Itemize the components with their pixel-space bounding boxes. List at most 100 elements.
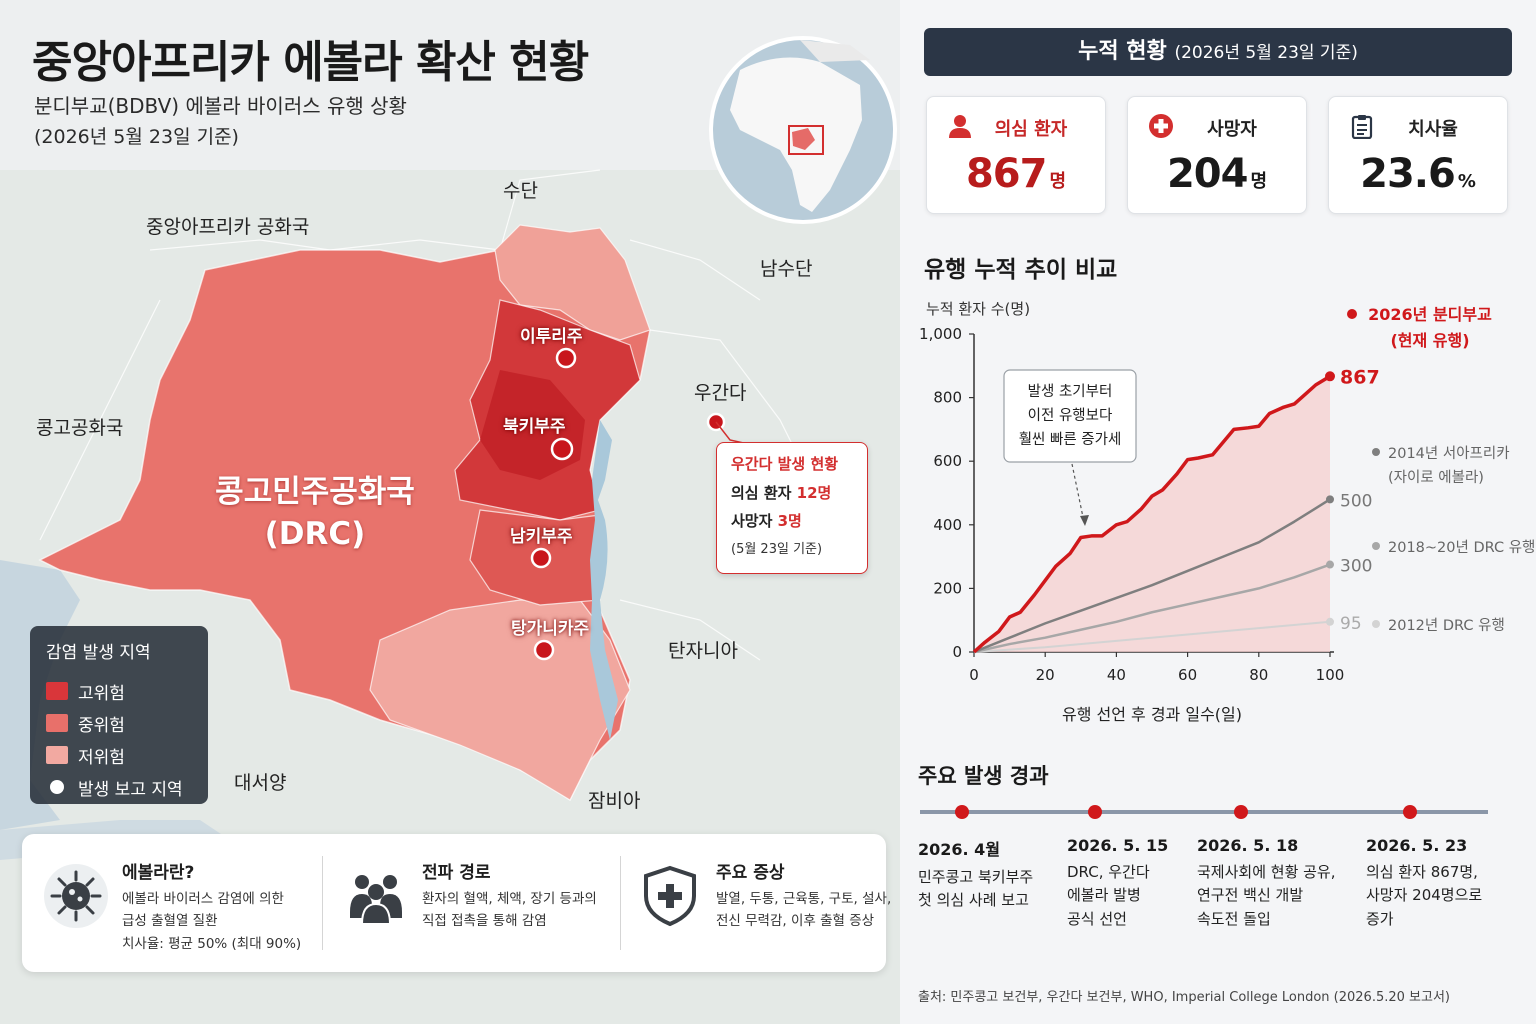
page-date: (2026년 5월 23일 기준) [34,126,239,148]
x-tick-label: 80 [1249,666,1268,684]
shield-medical-icon [644,865,696,927]
province-north-kivu: 북키부주 [503,417,566,437]
person-icon [949,115,971,138]
legend-label-series-2-sub: (자이로 에볼라) [1388,469,1484,486]
stat-suspected-unit: 명 [1049,171,1067,192]
map-legend: 감염 발생 지역 고위험 중위험 저위험 발생 보고 지역 [30,626,208,804]
info-symptoms-line1: 발열, 두통, 근육통, 구토, 설사, [716,891,892,907]
info-route-line2: 직접 접촉을 통해 감염 [422,913,547,930]
ituri-dot[interactable] [555,347,577,369]
legend-label-series-1-sub: (현재 유행) [1390,331,1469,350]
x-tick-label: 60 [1178,666,1197,684]
legend-dot-reported [50,780,64,794]
info-what-ebola: 에볼라란? 에볼라 바이러스 감염에 의한 급성 출혈열 질환 치사율: 평균 … [42,852,322,954]
legend-label-series-3: 2018~20년 DRC 유행 [1388,539,1535,556]
info-symptoms-text: 발열, 두통, 근육통, 구토, 설사, 전신 무력감, 이후 출혈 증상 [716,888,891,933]
label-sudan: 수단 [503,180,538,202]
uganda-deaths-value: 3명 [777,512,802,530]
info-what-text: 에볼라 바이러스 감염에 의한 급성 출혈열 질환 치사율: 평균 50% (최… [122,888,301,955]
stat-suspected-number: 867 [965,151,1047,197]
drc-on-globe [792,128,815,150]
chart-annotation-line-1: 발생 초기부터 [1028,383,1113,400]
legend-dot-series-1 [1347,309,1357,319]
info-symptoms-title: 주요 증상 [716,863,785,883]
timeline-desc-2-line1: DRC, 우간다 [1067,863,1150,881]
legend-title: 감염 발생 지역 [46,643,151,663]
stat-deaths-label: 사망자 [1207,119,1257,140]
label-atlantic: 대서양 [234,772,287,794]
info-what-title: 에볼라란? [122,863,195,883]
legend-row-medium: 중위험 [46,707,192,739]
legend-swatch-medium [46,714,68,732]
stat-cfr-label: 치사율 [1408,119,1458,140]
timeline-event-4: 2026. 5. 23 의심 환자 867명, 사망자 204명으로 증가 [1366,836,1482,931]
info-route-text: 환자의 혈액, 체액, 장기 등과의 직접 접촉을 통해 감염 [422,888,597,933]
timeline-desc-3: 국제사회에 현황 공유, 연구전 백신 개발 속도전 돌입 [1197,861,1336,931]
chart-title: 유행 누적 추이 비교 [924,257,1118,283]
timeline-marker-1 [955,805,969,819]
series-end-point-1 [1325,371,1335,382]
uganda-box-title: 우간다 발생 현황 [731,455,839,473]
uganda-suspected-value: 12명 [796,484,832,502]
cumulative-header: 누적 현황 (2026년 5월 23일 기준) [924,28,1512,76]
timeline-desc-1: 민주콩고 북키부주 첫 의심 사례 보고 [918,866,1033,913]
stat-suspected-value: 867 명 [927,151,1105,197]
clipboard-icon [1351,115,1373,139]
info-what-line3: 치사율: 평균 50% (최대 90%) [122,935,302,952]
legend-label-series-2: 2014년 서아프리카 [1388,445,1510,462]
timeline-event-2: 2026. 5. 15 DRC, 우간다 에볼라 발병 공식 선언 [1067,836,1168,931]
legend-dot-series-4 [1372,620,1380,628]
page-subtitle: 분디부교(BDBV) 에볼라 바이러스 유행 상황 [34,94,407,118]
south-kivu-dot[interactable] [530,547,552,569]
province-tanganyika: 탕가니카주 [511,619,590,639]
legend-dot-series-3 [1372,542,1380,550]
series-line-3 [973,563,1331,654]
region-highlight-box [788,125,824,155]
legend-label-series-4: 2012년 DRC 유행 [1388,617,1505,634]
cumulative-header-title: 누적 현황 [1078,39,1167,64]
y-tick-label: 400 [933,516,962,534]
timeline-desc-4-line3: 증가 [1366,909,1394,928]
uganda-deaths-label: 사망자 [731,512,778,530]
legend-row-high: 고위험 [46,675,192,707]
stat-card-deaths: 사망자 204 명 [1127,96,1307,214]
uganda-suspected: 의심 환자 12명 [731,482,853,503]
timeline-desc-4-line2: 사망자 204명으로 [1366,886,1483,905]
y-tick-label: 200 [933,579,962,597]
timeline-desc-2: DRC, 우간다 에볼라 발병 공식 선언 [1067,861,1168,931]
legend-row-reported: 발생 보고 지역 [46,771,192,803]
legend-swatch-high [46,682,68,700]
chart-annotation-arrow [1080,515,1089,526]
series-main-area [974,376,1330,652]
y-tick-label: 1,000 [919,325,962,343]
info-divider-2 [620,856,621,950]
chart-annotation-line-3: 훨씬 빠른 증가세 [1019,431,1122,448]
source-note: 출처: 민주콩고 보건부, 우간다 보건부, WHO, Imperial Col… [918,990,1450,1005]
tanganyika-dot[interactable] [533,639,555,661]
drc-label: 콩고민주공화국 (DRC) [200,472,430,556]
timeline-desc-1-line2: 첫 의심 사례 보고 [918,891,1029,910]
timeline-desc-1-line1: 민주콩고 북키부주 [918,868,1034,886]
globe-inset [709,36,897,224]
europe-edge [800,40,870,62]
timeline-marker-2 [1088,805,1102,819]
legend-label-reported: 발생 보고 지역 [78,779,183,800]
label-zambia: 잠비아 [588,790,641,812]
timeline-track [920,805,1488,819]
stat-deaths-unit: 명 [1250,171,1268,192]
stat-card-cfr: 치사율 23.6% [1328,96,1508,214]
timeline-date-4: 2026. 5. 23 [1366,836,1468,855]
virus-icon [44,864,108,928]
province-ituri: 이투리주 [520,327,583,347]
uganda-deaths: 사망자 3명 [731,510,853,531]
stat-cfr-number: 23.6 [1360,151,1456,197]
timeline-date-1: 2026. 4월 [918,840,1001,859]
legend-swatch-low [46,746,68,764]
timeline-date-2: 2026. 5. 15 [1067,836,1169,855]
timeline-desc-3-line1: 국제사회에 현황 공유, [1197,863,1336,881]
north-kivu-dot[interactable] [550,437,574,461]
series-end-label-1: 867 [1340,366,1380,388]
drc-label-abbr: (DRC) [264,515,366,552]
timeline-desc-3-line3: 속도전 돌입 [1197,909,1271,928]
stat-cfr-unit: % [1457,171,1476,192]
